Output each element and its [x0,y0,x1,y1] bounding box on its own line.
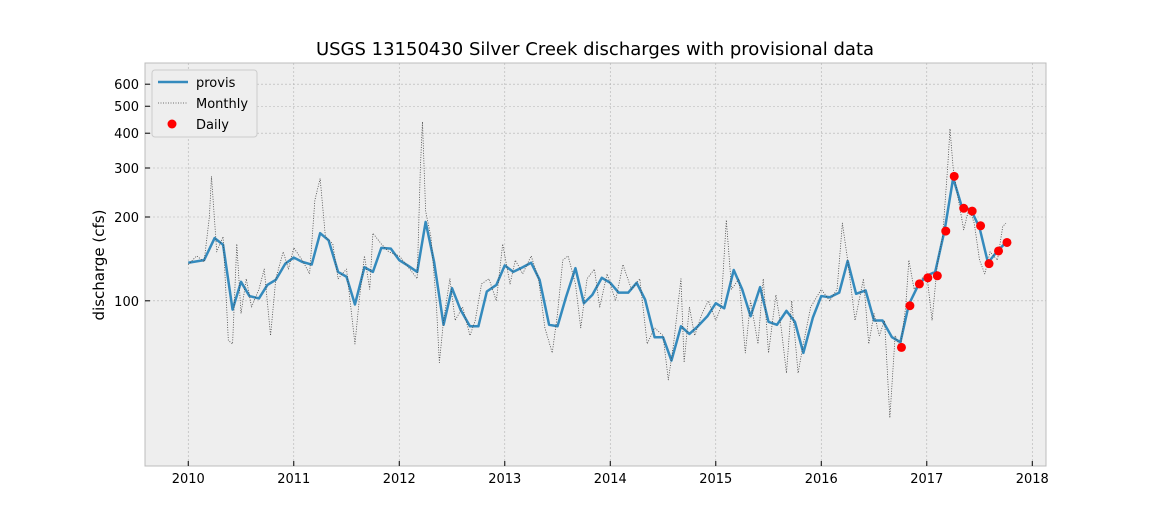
y-tick-label: 600 [114,78,139,93]
data-point [923,273,933,283]
marks [187,121,1012,419]
data-point [914,279,924,289]
legend-label: Daily [196,118,229,133]
y-tick-label: 400 [114,127,139,142]
y-tick-label: 100 [114,295,139,310]
data-point [967,206,977,216]
data-point [932,271,942,281]
y-tick-label: 300 [114,162,139,177]
x-tick-label: 2017 [910,472,943,487]
data-point [984,259,994,269]
legend: provis Monthly Daily [151,69,258,138]
series-line [187,121,1007,419]
y-axis-label: discharge (cfs) [90,210,108,321]
x-tick-label: 2011 [277,472,310,487]
x-tick-label: 2014 [594,472,627,487]
plot-area [144,62,1047,467]
x-tick-label: 2010 [172,472,205,487]
legend-label: provis [196,76,236,91]
data-point [959,203,969,213]
series-line [188,176,1007,362]
y-tick-label: 200 [114,211,139,226]
data-point [994,246,1004,256]
legend-marker [167,119,177,129]
x-tick-label: 2012 [383,472,416,487]
y-tick-label: 500 [114,100,139,115]
x-tick-label: 2016 [805,472,838,487]
data-point [941,226,951,236]
data-point [1002,237,1012,247]
data-point [976,221,986,231]
data-point [949,171,959,181]
data-point [905,301,915,311]
legend-label: Monthly [196,97,248,112]
x-tick-label: 2013 [488,472,521,487]
data-point [896,342,906,352]
x-tick-label: 2015 [699,472,732,487]
grid: 100 200 300 400 500 600 2010 2011 2012 2013 2014 20… [114,63,1049,487]
legend-box [151,69,258,138]
chart-title: USGS 13150430 Silver Creek discharges wi… [316,39,874,60]
x-tick-label: 2018 [1016,472,1049,487]
